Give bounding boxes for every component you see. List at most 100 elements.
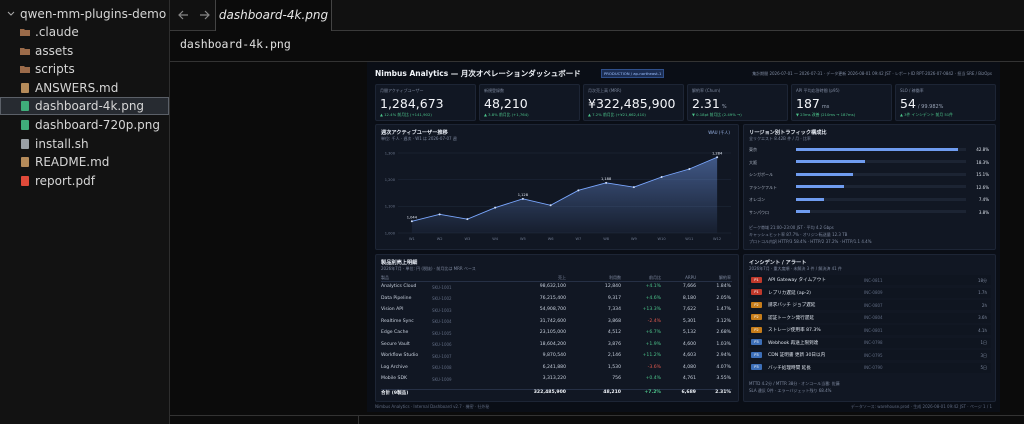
file-name: assets: [35, 43, 74, 58]
table-cell: 8,180: [682, 295, 696, 301]
file-icon-shape: [21, 101, 29, 112]
incident-id: INC-0809: [864, 290, 883, 295]
incident-title: インシデント / アラート: [749, 260, 807, 266]
point: [438, 213, 441, 216]
table-cell: 756: [612, 376, 621, 381]
y-tick-label: 1,000: [385, 231, 396, 235]
table-cell: 2.68%: [716, 330, 731, 335]
bar-track: [796, 210, 966, 214]
region-panel: リージョン別トラフィック構成比 全リクエスト 8.42B 件 / 月 · 比率 東京…: [743, 124, 996, 250]
file-icon-shape: [21, 175, 29, 186]
table-cell: Secure Vault: [381, 341, 410, 347]
incident-age: 3.6h: [978, 315, 987, 320]
kpi-value-row: 2.31%: [692, 93, 727, 112]
point: [660, 176, 663, 178]
x-tick-label: W10: [658, 237, 667, 241]
nav-arrows[interactable]: [176, 6, 212, 24]
kpi-value: 187: [796, 96, 820, 111]
folder-name: qwen-mm-plugins-demo: [20, 7, 167, 21]
kpi-delta: ▼ 0.18pt 前月比 (2.49% →): [692, 112, 742, 117]
x-tick-label: W3: [464, 237, 470, 241]
kpi-delta: ▼ 23ms 改善 (210ms → 187ms): [796, 112, 856, 117]
tab[interactable]: dashboard-4k.png: [215, 0, 332, 31]
file-item[interactable]: assets: [0, 42, 169, 60]
incident-id: INC-0804: [864, 315, 883, 320]
bar-value: 12.6%: [976, 184, 989, 190]
file-item[interactable]: dashboard-720p.png: [0, 116, 169, 134]
kpi-delta: ▲ 3件 インシデント 前月 51件: [900, 112, 953, 117]
table-cell: Edge Cache: [381, 330, 409, 335]
kpi-value: ¥322,485,900: [588, 96, 676, 111]
legend: WAU (千人): [708, 130, 730, 135]
kpi-value: 48,210: [484, 96, 528, 111]
table-cell: 6,241,880: [542, 364, 566, 370]
table-cell: 31,742,600: [539, 318, 566, 324]
table-cell: 1.03%: [716, 341, 731, 347]
column-header: 解約率: [719, 275, 731, 280]
sku: SKU-1002: [432, 296, 452, 301]
data-label: 1,188: [601, 177, 612, 181]
x-tick-label: W6: [548, 237, 555, 241]
meta: 集計期間 2026-07-01 — 2026-07-31 · データ更新 202…: [752, 71, 992, 76]
kpi-value-row: 1,284,673: [380, 93, 444, 112]
region-label: 東京: [749, 147, 757, 152]
table-cell: 23,105,000: [539, 330, 566, 335]
incident-row: [748, 350, 991, 360]
line-chart-panel: 週次アクティブユーザー推移 単位: 千人 · 週次 · W1 は 2026-07-…: [375, 124, 739, 250]
table-cell: 7,334: [607, 307, 621, 312]
x-tick-label: W9: [631, 237, 638, 241]
incident-subtitle: 2026年7月 · 重大度順 · 未解決 3 件 / 解決済 41 件: [749, 266, 842, 271]
table-cell: Workflow Studio: [381, 353, 419, 358]
incident-row: [748, 300, 991, 310]
file-name: report.pdf: [35, 173, 95, 188]
dashboard-image: Nimbus Analytics — 月次オペレーションダッシュボード PRODU…: [367, 62, 1000, 412]
severity-badge: P2: [751, 301, 762, 308]
sku: SKU-1008: [432, 365, 452, 370]
kpi-label: SLO / 稼働率: [900, 88, 924, 93]
file-item[interactable]: .claude: [0, 23, 169, 41]
bar: [796, 172, 854, 176]
note: ピーク帯域 21:00–23:00 JST · 平均 4.2 Gbps: [749, 225, 834, 230]
footer-left: Nimbus Analytics · Internal Dashboard v2…: [375, 404, 490, 409]
bar: [796, 160, 866, 164]
column-header: 製品: [381, 275, 389, 280]
tab-bar: dashboard-4k.png: [170, 0, 1024, 31]
x-tick-label: W7: [575, 237, 581, 241]
sku: SKU-1007: [432, 353, 452, 359]
file-item[interactable]: README.md: [0, 153, 169, 171]
editor: dashboard-4k.png dashboard-4k.png: [170, 0, 1024, 424]
total-cell: 2.31%: [715, 390, 731, 395]
table-cell: 4,600: [682, 341, 696, 347]
table-cell: 98,632,100: [539, 284, 566, 289]
table-cell: 4,080: [682, 364, 696, 370]
kpi-unit: / 99.982%: [917, 104, 944, 110]
table-cell: 3,313,220: [542, 376, 566, 381]
table-cell: +0.4%: [645, 376, 661, 381]
incident-age: 2h: [981, 302, 987, 308]
kpi-card: 月次売上高 (MRR) ¥322,485,900 ▲ 7.2% 前月比 (+¥21,…: [583, 84, 684, 121]
table-cell: 3,868: [607, 318, 621, 324]
file-item[interactable]: scripts: [0, 60, 169, 78]
bar-track: [796, 160, 966, 164]
point: [632, 186, 635, 189]
incident-name: バッチ処理時間 延長: [768, 365, 811, 371]
file-item[interactable]: install.sh: [0, 135, 169, 153]
file-item[interactable]: report.pdf: [0, 172, 169, 190]
total-cell: 48,210: [603, 390, 621, 395]
bar-value: 15.1%: [976, 172, 989, 177]
file-icon: [21, 157, 29, 168]
file-icon-shape: [21, 120, 29, 130]
bar-track: [796, 197, 966, 201]
x-tick-label: W11: [685, 237, 693, 241]
incident-age: 5日: [980, 365, 987, 370]
bar: [796, 185, 844, 189]
file-name: install.sh: [35, 136, 89, 151]
table-cell: +4.1%: [645, 284, 661, 289]
incident-row: [748, 287, 991, 298]
incident-name: CDN 証明書 更新 30日以内: [768, 353, 826, 358]
severity-badge: P3: [751, 339, 762, 345]
file-item[interactable]: ANSWERS.md: [0, 79, 169, 97]
file-item[interactable]: dashboard-4k.png: [0, 97, 169, 116]
divider: [170, 415, 1024, 416]
folder-root[interactable]: qwen-mm-plugins-demo: [0, 5, 169, 23]
